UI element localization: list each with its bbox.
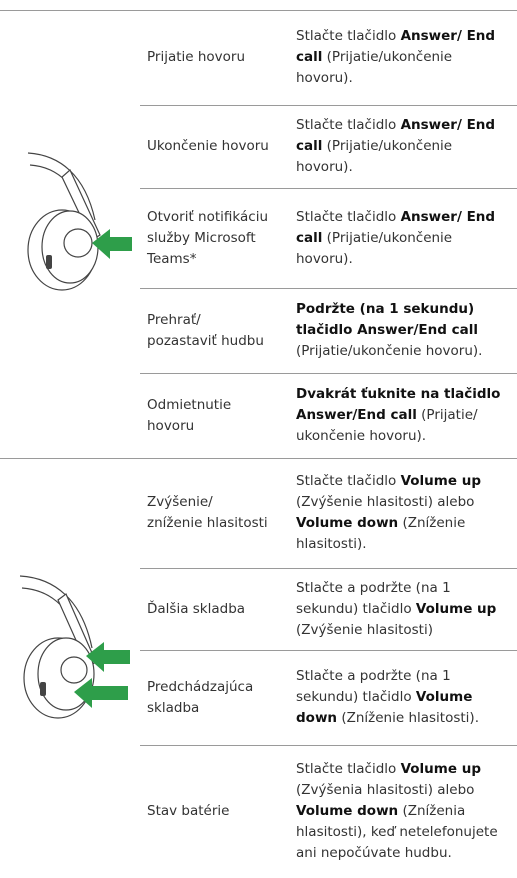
description-segment: Volume up (400, 761, 481, 777)
description-text: Stlačte tlačidlo Volume up (Zvýšenie hla… (296, 471, 508, 555)
row-rule (140, 105, 517, 106)
description-segment: (Prijatie/ukončenie hovoru). (296, 138, 453, 175)
description-segment: (Zvýšenie hlasitosti) (296, 621, 433, 638)
row-label: Otvoriť notifikáciu služby Microsoft Tea… (147, 188, 272, 288)
description-segment: Answer/ End call (296, 117, 496, 154)
row-rule (140, 373, 517, 374)
row-description: Stlačte tlačidlo Answer/ End call (Prija… (296, 10, 508, 105)
description-segment: (Zvýšenie hlasitosti) alebo (296, 494, 475, 510)
arrow (92, 229, 132, 259)
description-segment: Stlačte tlačidlo (296, 473, 401, 489)
description-text: Stlačte tlačidlo Answer/ End call (Prija… (296, 115, 508, 178)
description-segment: (Prijatie/ukončenie hovoru). (296, 229, 453, 267)
description-segment: Stlačte a podržte (na 1 sekundu) tlačidl… (296, 579, 451, 617)
description-segment: (Zvýšenia hlasitosti) alebo (296, 782, 475, 798)
row-rule (140, 568, 517, 569)
row-label: Zvýšenie/ zníženie hlasitosti (147, 458, 272, 568)
row-rule (140, 188, 517, 189)
label-text: Prehrať/ pozastaviť hudbu (147, 311, 264, 349)
row-description: Stlačte a podržte (na 1 sekundu) tlačidl… (296, 568, 508, 650)
section-rule (0, 10, 517, 11)
description-segment: Volume down (296, 689, 473, 726)
row-description: Stlačte a podržte (na 1 sekundu) tlačidl… (296, 650, 508, 745)
label-text: Ďalšia skladba (147, 600, 246, 617)
description-segment: (Prijatie/ukončenie hovoru). (296, 49, 453, 86)
headset-illustration (27, 152, 132, 291)
description-segment: Volume up (400, 473, 481, 489)
description-segment: Stlačte a podržte (na 1 sekundu) tlačidl… (296, 668, 451, 705)
description-segment: (Prijatie/ ukončenie hovoru). (296, 407, 478, 444)
row-label: Prijatie hovoru (147, 10, 272, 105)
description-segment: Stlačte tlačidlo (296, 208, 401, 225)
description-text: Stlačte tlačidlo Answer/ End call (Prija… (296, 26, 508, 89)
description-text: Dvakrát ťuknite na tlačidlo Answer/End c… (296, 384, 508, 447)
description-segment: Stlačte tlačidlo (296, 28, 401, 44)
description-segment: Stlačte tlačidlo (296, 117, 401, 133)
description-segment: Volume up (415, 600, 497, 617)
description-segment: Podržte (na 1 sekundu) tlačidlo Answer/E… (296, 301, 478, 338)
description-segment: Answer/ End call (296, 208, 496, 246)
label-text: Zvýšenie/ zníženie hlasitosti (147, 494, 268, 531)
row-description: Podržte (na 1 sekundu) tlačidlo Answer/E… (296, 288, 508, 373)
row-description: Stlačte tlačidlo Volume up (Zvýšenia hla… (296, 745, 508, 878)
row-description: Stlačte tlačidlo Answer/ End call (Prija… (296, 105, 508, 188)
description-text: Stlačte a podržte (na 1 sekundu) tlačidl… (296, 666, 508, 729)
description-text: Podržte (na 1 sekundu) tlačidlo Answer/E… (296, 299, 508, 362)
row-rule (140, 745, 517, 746)
headset-illustration (19, 575, 130, 719)
description-segment: (Zníženie hlasitosti). (296, 515, 466, 552)
description-segment: (Zníženie hlasitosti). (337, 710, 479, 726)
row-label: Ukončenie hovoru (147, 105, 272, 188)
description-segment: Volume down (296, 515, 399, 531)
row-description: Dvakrát ťuknite na tlačidlo Answer/End c… (296, 373, 508, 458)
section-rule (0, 458, 517, 459)
description-segment: (Zníženia hlasitosti), keď netelefonujet… (296, 803, 498, 861)
row-label: Odmietnutie hovoru (147, 373, 272, 458)
description-text: Stlačte tlačidlo Answer/ End call (Prija… (296, 207, 508, 270)
label-text: Odmietnutie hovoru (147, 396, 232, 434)
description-segment: Dvakrát ťuknite na tlačidlo Answer/End c… (296, 386, 501, 423)
row-label: Predchádzajúca skladba (147, 650, 272, 745)
row-label: Stav batérie (147, 745, 272, 878)
row-rule (140, 650, 517, 651)
description-segment: (Prijatie/ukončenie hovoru). (296, 343, 483, 359)
row-description: Stlačte tlačidlo Volume up (Zvýšenie hla… (296, 458, 508, 568)
arrow (74, 678, 128, 708)
description-segment: Volume down (296, 803, 399, 819)
row-rule (140, 288, 517, 289)
description-text: Stlačte tlačidlo Volume up (Zvýšenia hla… (296, 759, 508, 864)
label-text: Otvoriť notifikáciu služby Microsoft Tea… (147, 208, 268, 267)
label-text: Stav batérie (147, 803, 230, 819)
label-text: Ukončenie hovoru (147, 138, 269, 154)
description-segment: Answer/ End call (296, 28, 496, 65)
row-label: Ďalšia skladba (147, 568, 272, 650)
row-description: Stlačte tlačidlo Answer/ End call (Prija… (296, 188, 508, 288)
label-text: Predchádzajúca skladba (147, 678, 254, 716)
label-text: Prijatie hovoru (147, 49, 246, 65)
description-text: Stlačte a podržte (na 1 sekundu) tlačidl… (296, 578, 508, 641)
arrow (86, 642, 130, 672)
description-segment: Stlačte tlačidlo (296, 761, 401, 777)
row-label: Prehrať/ pozastaviť hudbu (147, 288, 272, 373)
